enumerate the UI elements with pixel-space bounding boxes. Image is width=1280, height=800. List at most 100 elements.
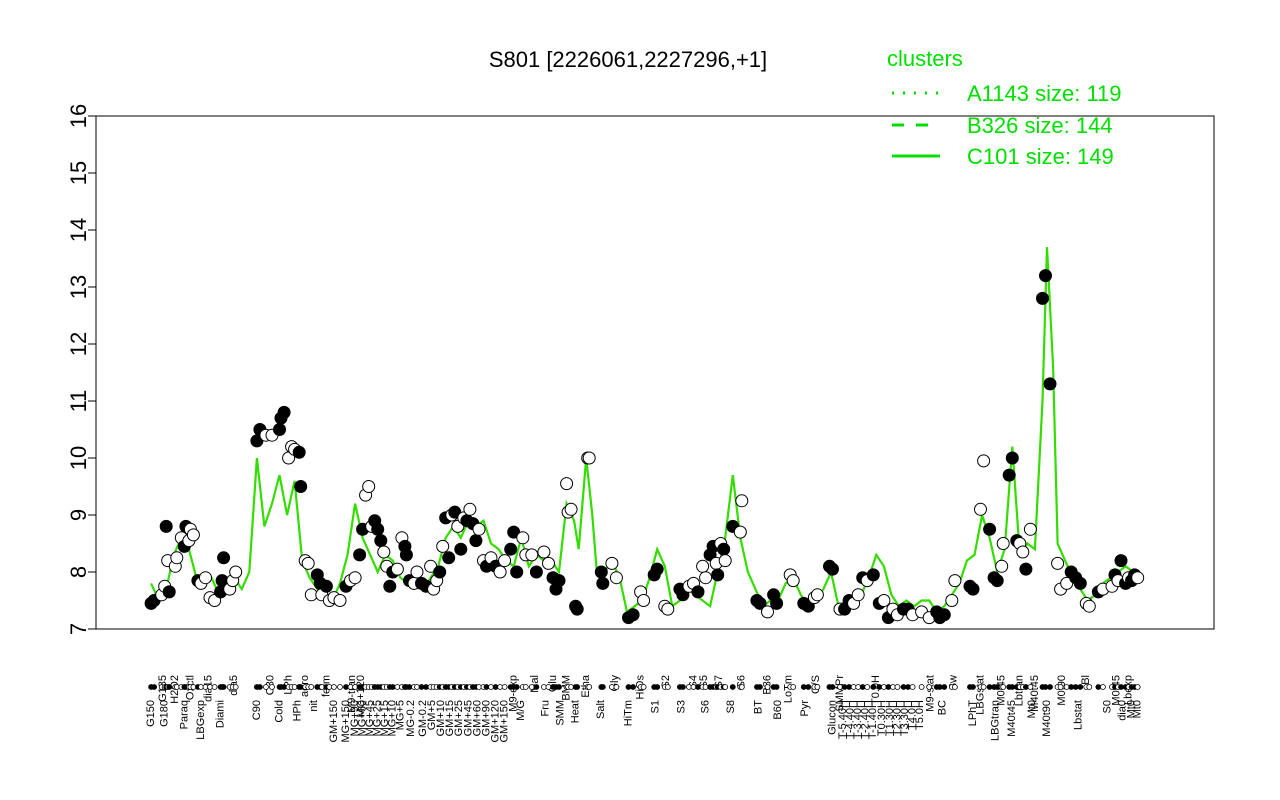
x-tick-label: M0t90 xyxy=(1056,675,1068,706)
data-point xyxy=(442,551,456,565)
legend: clusters A1143 size: 119 B326 size: 144 … xyxy=(887,46,1122,169)
x-sample-marker xyxy=(513,684,520,690)
data-point xyxy=(390,562,404,576)
x-sample-marker xyxy=(729,684,736,690)
data-point xyxy=(1039,269,1052,283)
data-point xyxy=(810,588,824,602)
x-sample-marker xyxy=(331,684,337,690)
x-sample-marker xyxy=(909,684,916,690)
y-tick-label: 16 xyxy=(66,104,91,128)
x-tick-label: GM+15 xyxy=(444,700,456,736)
x-tick-label: S6 xyxy=(699,700,711,713)
x-tick-label: GM+120 xyxy=(489,700,501,743)
x-tick-label: Mt0 xyxy=(1126,700,1138,718)
data-point xyxy=(1043,377,1057,391)
x-sample-marker xyxy=(738,684,745,690)
x-sample-marker xyxy=(522,684,529,690)
data-point xyxy=(294,480,308,493)
data-point xyxy=(1131,571,1145,585)
y-tick-label: 14 xyxy=(66,218,91,242)
x-tick-label: HiTm xyxy=(622,700,634,726)
x-tick-label: T-4.40H xyxy=(845,700,857,739)
data-point xyxy=(650,562,664,576)
x-sample-marker xyxy=(533,684,540,690)
x-sample-marker xyxy=(256,684,263,690)
data-point xyxy=(433,565,447,579)
data-point xyxy=(377,545,391,559)
data-point xyxy=(229,565,243,579)
x-tick-label: LBGexp xyxy=(195,700,207,740)
data-point xyxy=(1005,451,1019,465)
x-tick-label: Lbexp xyxy=(1123,675,1135,705)
data-point xyxy=(733,525,747,539)
data-point xyxy=(753,596,767,610)
series-line xyxy=(150,247,1139,614)
data-point xyxy=(516,531,530,545)
x-sample-marker xyxy=(211,684,218,690)
x-tick-label: GM+150 xyxy=(328,700,340,743)
x-sample-marker xyxy=(894,684,901,690)
x-tick-label: Pyr xyxy=(799,700,811,717)
data-point xyxy=(718,554,732,568)
x-tick-label: B60 xyxy=(772,700,784,720)
data-point xyxy=(537,545,551,559)
y-tick-label: 13 xyxy=(66,275,91,299)
x-tick-label: M40t45 xyxy=(1006,700,1018,737)
x-sample-marker xyxy=(220,684,227,690)
data-point xyxy=(552,574,566,588)
data-point xyxy=(786,574,800,588)
x-sample-marker xyxy=(941,684,948,690)
x-sample-marker xyxy=(680,684,686,690)
data-point xyxy=(696,559,710,573)
x-tick-label: HPh xyxy=(292,700,304,721)
data-point xyxy=(498,554,512,568)
data-point xyxy=(1073,576,1087,590)
data-point xyxy=(560,477,574,491)
data-point xyxy=(371,522,385,536)
y-tick-label: 7 xyxy=(66,623,91,635)
data-point xyxy=(605,556,619,570)
x-tick-label: GM+5 xyxy=(426,700,438,730)
x-tick-label: Mal xyxy=(529,675,541,693)
data-point xyxy=(1016,545,1030,559)
plot-area-frame xyxy=(95,115,1215,630)
data-point xyxy=(448,505,462,519)
x-tick-label: M/G xyxy=(515,700,527,721)
x-tick-label: S8 xyxy=(725,700,737,713)
x-sample-marker xyxy=(764,684,771,690)
x-tick-label: Glucon xyxy=(826,700,838,735)
data-point xyxy=(937,608,951,622)
x-sample-marker xyxy=(556,684,562,690)
x-sample-marker xyxy=(980,684,987,690)
data-point xyxy=(1002,468,1016,482)
x-sample-marker xyxy=(599,684,606,690)
data-point xyxy=(186,528,200,542)
x-tick-label: GM+45 xyxy=(462,700,474,736)
x-sample-marker xyxy=(814,684,821,690)
x-sample-marker xyxy=(864,684,871,690)
x-sample-marker xyxy=(501,684,508,690)
data-point xyxy=(966,582,980,596)
data-point xyxy=(277,405,291,419)
x-tick-label: MG+10 xyxy=(387,700,399,736)
x-tick-label: MG+60 xyxy=(357,700,369,736)
data-point xyxy=(735,494,749,508)
data-point xyxy=(1051,556,1065,570)
x-sample-marker xyxy=(790,684,797,690)
cluster-c101-line xyxy=(150,247,1139,614)
x-tick-label: SMMPr xyxy=(834,675,846,712)
x-tick-label: T0.30H xyxy=(876,700,888,736)
x-sample-marker xyxy=(613,684,620,690)
x-tick-label: SMM xyxy=(554,700,566,726)
y-axis: 7 8 9 10 11 12 13 14 15 16 xyxy=(66,104,96,635)
x-tick-label: T4.0H xyxy=(906,700,918,730)
x-sample-marker xyxy=(1027,684,1034,690)
x-tick-label: G180 xyxy=(159,700,171,727)
x-tick-label: Salt xyxy=(595,700,607,719)
x-tick-label: GM+60 xyxy=(471,700,483,736)
x-tick-label: dia0 xyxy=(1116,700,1128,721)
x-tick-label: GM+10 xyxy=(435,700,447,736)
x-tick-label: Mt0 xyxy=(1026,700,1038,718)
x-axis: G150 G180 Paraq LBGexp Diami C90 Cold HPh nit GM+… xyxy=(145,674,1144,742)
x-sample-marker xyxy=(640,684,647,690)
